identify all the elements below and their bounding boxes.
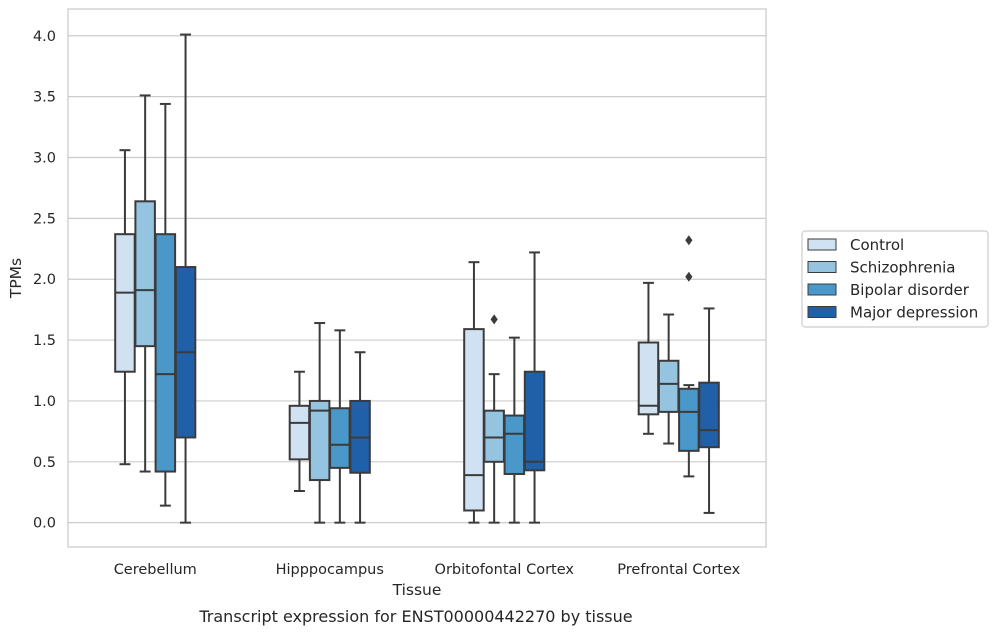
outlier-point <box>490 314 498 325</box>
box-group <box>349 351 371 524</box>
box-group <box>637 281 660 435</box>
box-group <box>154 102 177 507</box>
box-group <box>523 251 546 524</box>
box-group <box>114 149 136 466</box>
x-tick-label: Hipppocampus <box>276 562 384 578</box>
box-group <box>288 370 311 493</box>
y-tick-label: 2.5 <box>33 211 56 227</box>
box <box>114 233 136 373</box>
x-tick-label: Cerebellum <box>114 562 197 578</box>
outlier-point <box>685 271 693 282</box>
y-tick-label: 1.5 <box>33 333 56 349</box>
legend-label: Major depression <box>850 304 978 322</box>
box <box>463 328 485 512</box>
y-tick-label: 3.5 <box>33 90 56 106</box>
y-tick-labels: 0.0 0.5 1.0 1.5 2.0 2.5 3.0 3.5 4.0 <box>33 29 56 532</box>
box <box>329 407 351 469</box>
box-group <box>678 235 700 478</box>
legend-swatch <box>807 283 837 296</box>
box-group <box>329 329 351 524</box>
box <box>154 233 177 473</box>
legend-label: Bipolar disorder <box>850 281 970 299</box>
y-tick-label: 2.0 <box>33 272 56 288</box>
x-tick-label: Orbitofontal Cortex <box>435 562 575 578</box>
legend-swatch <box>807 306 837 318</box>
y-tick-label: 0.5 <box>33 455 56 471</box>
box-group <box>134 94 156 473</box>
plot-frame <box>67 8 767 548</box>
box <box>134 200 156 348</box>
box-group <box>463 261 485 524</box>
y-tick-label: 3.0 <box>33 150 56 166</box>
box <box>657 359 680 413</box>
box <box>503 414 526 475</box>
box-group <box>503 336 526 524</box>
y-tick-label: 1.0 <box>33 394 56 410</box>
box-group <box>698 307 720 514</box>
box <box>637 341 660 416</box>
legend-swatch <box>807 238 837 251</box>
chart-caption: Transcript expression for ENST0000044227… <box>198 607 632 626</box>
box <box>523 370 546 472</box>
legend-label: Control <box>850 236 904 254</box>
x-tick-label: Prefrontal Cortex <box>617 562 740 578</box>
box-group <box>174 33 197 524</box>
box <box>698 381 720 449</box>
y-tick-label: 0.0 <box>33 516 56 532</box>
legend: Control Schizophrenia Bipolar disorder Majo… <box>801 230 989 328</box>
box <box>288 404 311 461</box>
legend-swatch <box>807 261 837 273</box>
box <box>308 399 331 482</box>
outlier-point <box>685 235 693 246</box>
y-axis-label: TPMs <box>7 258 25 299</box>
y-tick-label: 4.0 <box>33 29 56 45</box>
legend-label: Schizophrenia <box>850 259 955 277</box>
box <box>483 409 505 463</box>
box-group <box>657 313 680 445</box>
box-series <box>114 33 720 524</box>
box-group <box>483 314 505 524</box>
x-axis-label: Tissue <box>392 581 442 599</box>
legend-frame <box>801 230 989 328</box>
box-group <box>308 322 331 524</box>
x-tick-labels: Cerebellum Hipppocampus Orbitofontal Corte… <box>114 562 741 578</box>
box <box>678 387 700 452</box>
